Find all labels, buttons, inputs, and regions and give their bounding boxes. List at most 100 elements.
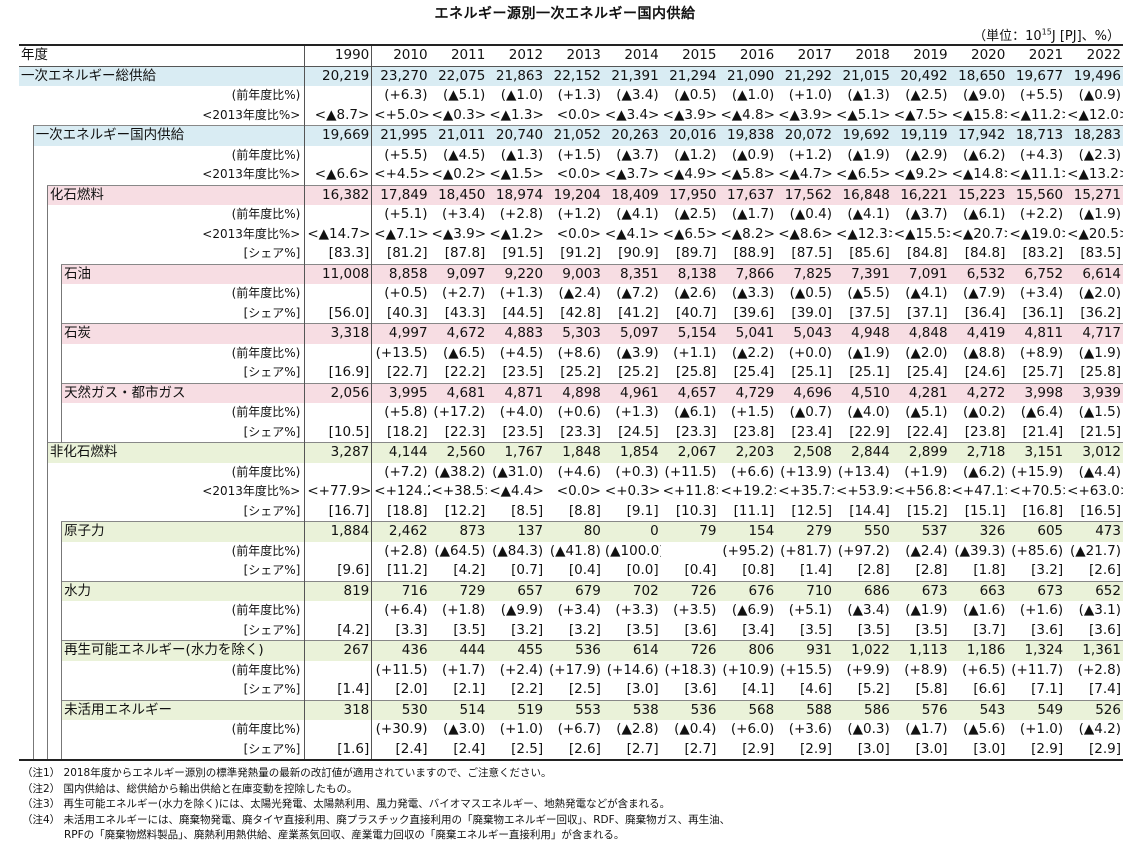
ratio-cell: [12.5] <box>791 502 833 519</box>
ratio-cell: (▲4.5) <box>442 146 486 163</box>
ratio-cell: <0.0> <box>556 483 601 500</box>
ratio-cell: <+35.7> <box>778 483 834 500</box>
ratio-cell: [24.5] <box>618 423 659 440</box>
indent-guide <box>46 323 62 344</box>
ratio-cell: [0.8] <box>742 562 775 579</box>
category-label: 一次エネルギー総供給 <box>19 66 306 86</box>
indent-guide <box>19 403 34 423</box>
value-cell: 6,532 <box>949 263 1008 284</box>
ratio-cell: [25.4] <box>906 364 948 381</box>
category-label: 石油 <box>61 263 306 284</box>
ratio-cell: [3.5] <box>453 621 486 638</box>
ratio-cell: <▲1.5> <box>489 166 544 183</box>
ratio-cell: [2.7] <box>660 739 719 761</box>
ratio-label: (前年度比%) <box>61 660 306 680</box>
ratio-label: (前年度比%) <box>19 86 306 106</box>
ratio-cell: [24.6] <box>964 364 1006 381</box>
value-cell: 267 <box>304 640 373 661</box>
ratio-cell: (+2.8) <box>1077 661 1121 678</box>
indent-guide <box>46 739 62 761</box>
ratio-cell: (+1.9) <box>904 463 948 480</box>
ratio-cell <box>304 541 373 561</box>
indent-guide <box>32 363 48 383</box>
ratio-cell: [23.8] <box>733 423 775 440</box>
indent-guide <box>19 620 34 641</box>
ratio-cell: <+4.5> <box>374 166 430 183</box>
value-cell: 568 <box>718 699 777 720</box>
ratio-cell: (▲4.4) <box>1078 463 1121 480</box>
ratio-label: (前年度比%) <box>46 205 306 225</box>
value-cell: 726 <box>660 580 719 601</box>
indent-guide <box>46 264 62 284</box>
header-year: 2018 <box>834 44 892 67</box>
indent-guide <box>46 422 62 443</box>
ratio-cell: [2.5] <box>568 681 601 698</box>
ratio-label: (前年度比%) <box>61 343 306 363</box>
ratio-cell <box>304 86 373 106</box>
value-cell: 7,391 <box>834 263 892 284</box>
value-cell: 543 <box>949 699 1008 720</box>
ratio-cell: [4.2] <box>304 620 373 641</box>
value-cell: 3,012 <box>1065 442 1123 463</box>
ratio-cell: <▲3.9> <box>778 106 833 123</box>
indent-guide <box>46 640 62 661</box>
ratio-cell: <▲14.8> <box>951 166 1008 183</box>
ratio-cell: (+1.3) <box>615 404 659 421</box>
value-cell: 8,351 <box>602 263 661 284</box>
ratio-cell: <+124.2> <box>374 483 429 500</box>
ratio-cell: (▲6.1) <box>674 404 717 421</box>
ratio-cell: [2.4] <box>371 739 430 761</box>
ratio-cell: (▲2.5) <box>674 206 717 223</box>
value-cell: 4,696 <box>776 382 835 403</box>
ratio-row: (前年度比%) (+5.5) (▲4.5) (▲1.3) (+1.5) (▲3.7) (▲1… <box>19 145 1123 165</box>
ratio-cell: [3.0] <box>949 739 1008 761</box>
indent-guide <box>32 323 48 344</box>
value-cell: 5,154 <box>660 323 719 344</box>
ratio-cell: (▲0.7) <box>789 404 833 421</box>
ratio-cell: (▲1.3) <box>847 87 890 104</box>
ratio-cell: (+0.5) <box>384 285 428 302</box>
category-row: 化石燃料 16,382 17,849 18,450 18,974 19,204 18,409… <box>19 184 1123 205</box>
header-year: 2012 <box>487 44 546 67</box>
ratio-cell: <▲12.0> <box>1067 106 1123 123</box>
ratio-label: [シェア%] <box>61 363 306 383</box>
value-cell: 473 <box>1065 521 1123 542</box>
ratio-row: <2013年度比%><+77.9><+124.2><+38.5><▲4.4> <0… <box>19 482 1123 502</box>
ratio-label: <2013年度比%> <box>46 482 306 502</box>
value-cell: 576 <box>891 699 950 720</box>
value-cell: 18,409 <box>602 184 661 205</box>
ratio-cell: (+3.6) <box>788 721 833 738</box>
value-cell: 586 <box>834 699 892 720</box>
value-cell: 20,219 <box>304 66 373 86</box>
indent-guide <box>32 739 48 761</box>
value-cell: 1,848 <box>545 442 603 463</box>
footnote: （注2） 国内供給は、総供給から輸出供給と在庫変動を控除したもの。 <box>22 782 358 795</box>
ratio-cell: (+17.2) <box>433 404 486 421</box>
ratio-cell: [23.3] <box>675 423 717 440</box>
indent-guide <box>19 383 34 403</box>
ratio-cell: (▲5.6) <box>962 721 1006 738</box>
value-cell: 19,119 <box>891 125 950 146</box>
ratio-cell: (▲1.0) <box>500 87 544 104</box>
ratio-cell: [3.4] <box>742 621 775 638</box>
ratio-cell: [88.9] <box>733 245 775 262</box>
indent-guide <box>46 680 62 700</box>
ratio-cell: [36.1] <box>1022 304 1064 321</box>
indent-guide <box>19 720 34 740</box>
value-cell: 21,863 <box>487 66 546 86</box>
category-row: 未活用エネルギー 318 530 514 519 553 538 536 568 588 586 57… <box>19 699 1123 720</box>
value-cell: 716 <box>371 580 430 601</box>
category-label: 水力 <box>61 580 306 601</box>
value-cell: 318 <box>304 699 373 720</box>
header-year: 2015 <box>660 44 719 67</box>
ratio-label: [シェア%] <box>61 620 306 641</box>
ratio-cell: [3.2] <box>568 621 601 638</box>
indent-guide <box>19 660 34 680</box>
ratio-cell: <0.0> <box>556 166 601 183</box>
ratio-cell: [81.2] <box>386 245 428 262</box>
ratio-cell: (+30.9) <box>375 721 428 738</box>
ratio-cell: (+85.6) <box>1011 542 1064 559</box>
value-cell: 279 <box>776 521 835 542</box>
ratio-cell: [22.4] <box>906 423 948 440</box>
ratio-label: (前年度比%) <box>32 145 306 165</box>
